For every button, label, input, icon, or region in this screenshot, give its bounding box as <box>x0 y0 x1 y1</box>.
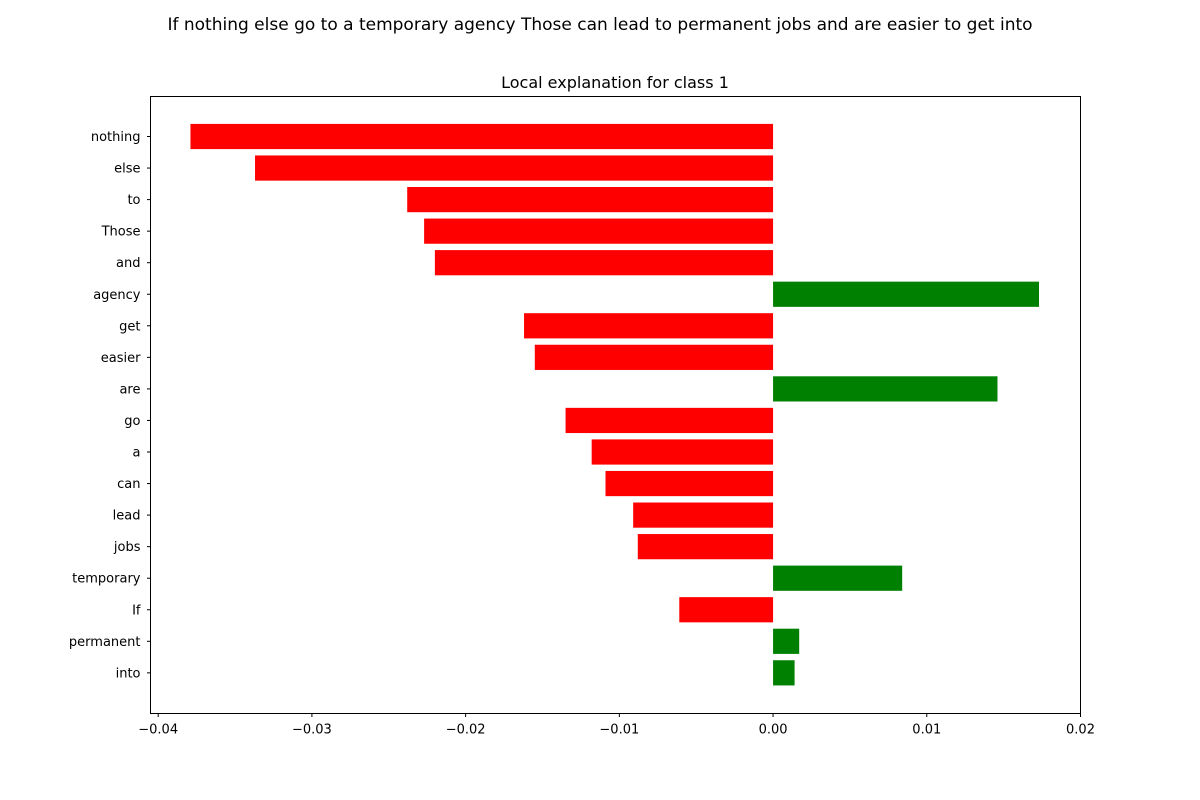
bar-and <box>434 250 774 276</box>
y-tick-label: easier <box>101 351 141 366</box>
bar-are <box>773 376 998 402</box>
y-tick-label: else <box>114 162 140 177</box>
bar-a <box>591 439 774 465</box>
x-axis: −0.04 −0.03 −0.02 −0.01 0.00 0.01 0.02 <box>138 713 1095 738</box>
y-tick-label: permanent <box>69 635 141 650</box>
y-tick-label: lead <box>113 509 141 524</box>
y-tick-label: agency <box>93 288 141 303</box>
x-tick-label: −0.04 <box>138 723 178 738</box>
y-tick-label: are <box>119 382 140 397</box>
y-tick-label: jobs <box>113 540 141 555</box>
bar-easier <box>534 344 774 370</box>
bar-nothing <box>190 123 774 150</box>
bars-group <box>190 123 1039 686</box>
y-tick-label: Those <box>101 225 141 240</box>
y-axis: nothing else to Those and agency get easier are g… <box>69 130 151 681</box>
y-tick-label: and <box>116 256 140 271</box>
x-tick-label: 0.01 <box>912 723 941 738</box>
x-tick-label: 0.00 <box>759 723 788 738</box>
bar-get <box>524 313 774 339</box>
y-tick-label: can <box>117 477 140 492</box>
bar-go <box>565 407 774 434</box>
y-tick-label: go <box>124 414 140 429</box>
y-tick-label: to <box>127 193 140 208</box>
y-tick-label: a <box>133 446 141 461</box>
y-tick-label: nothing <box>91 130 141 145</box>
x-tick-label: 0.02 <box>1066 723 1095 738</box>
bar-lead <box>633 502 774 528</box>
bar-to <box>407 187 774 213</box>
x-tick-label: −0.01 <box>599 723 639 738</box>
y-tick-label: get <box>119 319 140 334</box>
bar-can <box>605 470 774 497</box>
bar-temporary <box>773 565 903 591</box>
x-tick-label: −0.03 <box>292 723 332 738</box>
bar-else <box>255 155 774 181</box>
y-tick-label: into <box>116 666 141 681</box>
bar-agency <box>773 281 1039 307</box>
y-tick-label: temporary <box>72 572 141 587</box>
chart-suptitle: If nothing else go to a temporary agency… <box>167 15 1032 35</box>
bar-jobs <box>637 534 774 560</box>
x-tick-label: −0.02 <box>446 723 486 738</box>
plot-frame <box>150 96 1081 714</box>
bar-if <box>679 597 774 623</box>
bar-those <box>424 218 774 244</box>
bar-into <box>773 660 795 686</box>
y-tick-label: If <box>132 603 141 618</box>
bar-permanent <box>773 628 800 654</box>
chart-title: Local explanation for class 1 <box>501 73 729 92</box>
